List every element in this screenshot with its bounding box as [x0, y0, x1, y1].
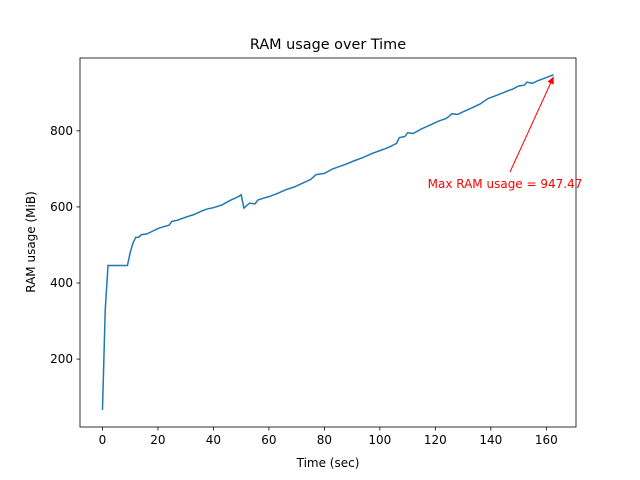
y-tick-label: 400 — [50, 276, 73, 290]
y-tick-label: 600 — [50, 200, 73, 214]
x-tick-label: 80 — [317, 433, 332, 447]
x-axis-label: Time (sec) — [296, 456, 360, 470]
x-tick-label: 120 — [424, 433, 447, 447]
line-series — [101, 74, 554, 411]
plot-frame — [79, 57, 577, 428]
annotation-arrow — [509, 76, 554, 173]
y-axis-label: RAM usage (MiB) — [24, 191, 38, 293]
x-tick-label: 40 — [206, 433, 221, 447]
x-tick-label: 20 — [150, 433, 165, 447]
x-tick-label: 60 — [261, 433, 276, 447]
x-tick-label: 160 — [535, 433, 558, 447]
y-tick-label: 200 — [50, 352, 73, 366]
x-tick-label: 0 — [99, 433, 107, 447]
chart-title: RAM usage over Time — [250, 37, 406, 53]
y-tick-label: 800 — [50, 124, 73, 138]
annotation-arrowhead — [547, 76, 554, 85]
annotation-text: Max RAM usage = 947.47 — [428, 177, 583, 191]
x-tick-label: 140 — [479, 433, 502, 447]
x-tick-label: 100 — [368, 433, 391, 447]
